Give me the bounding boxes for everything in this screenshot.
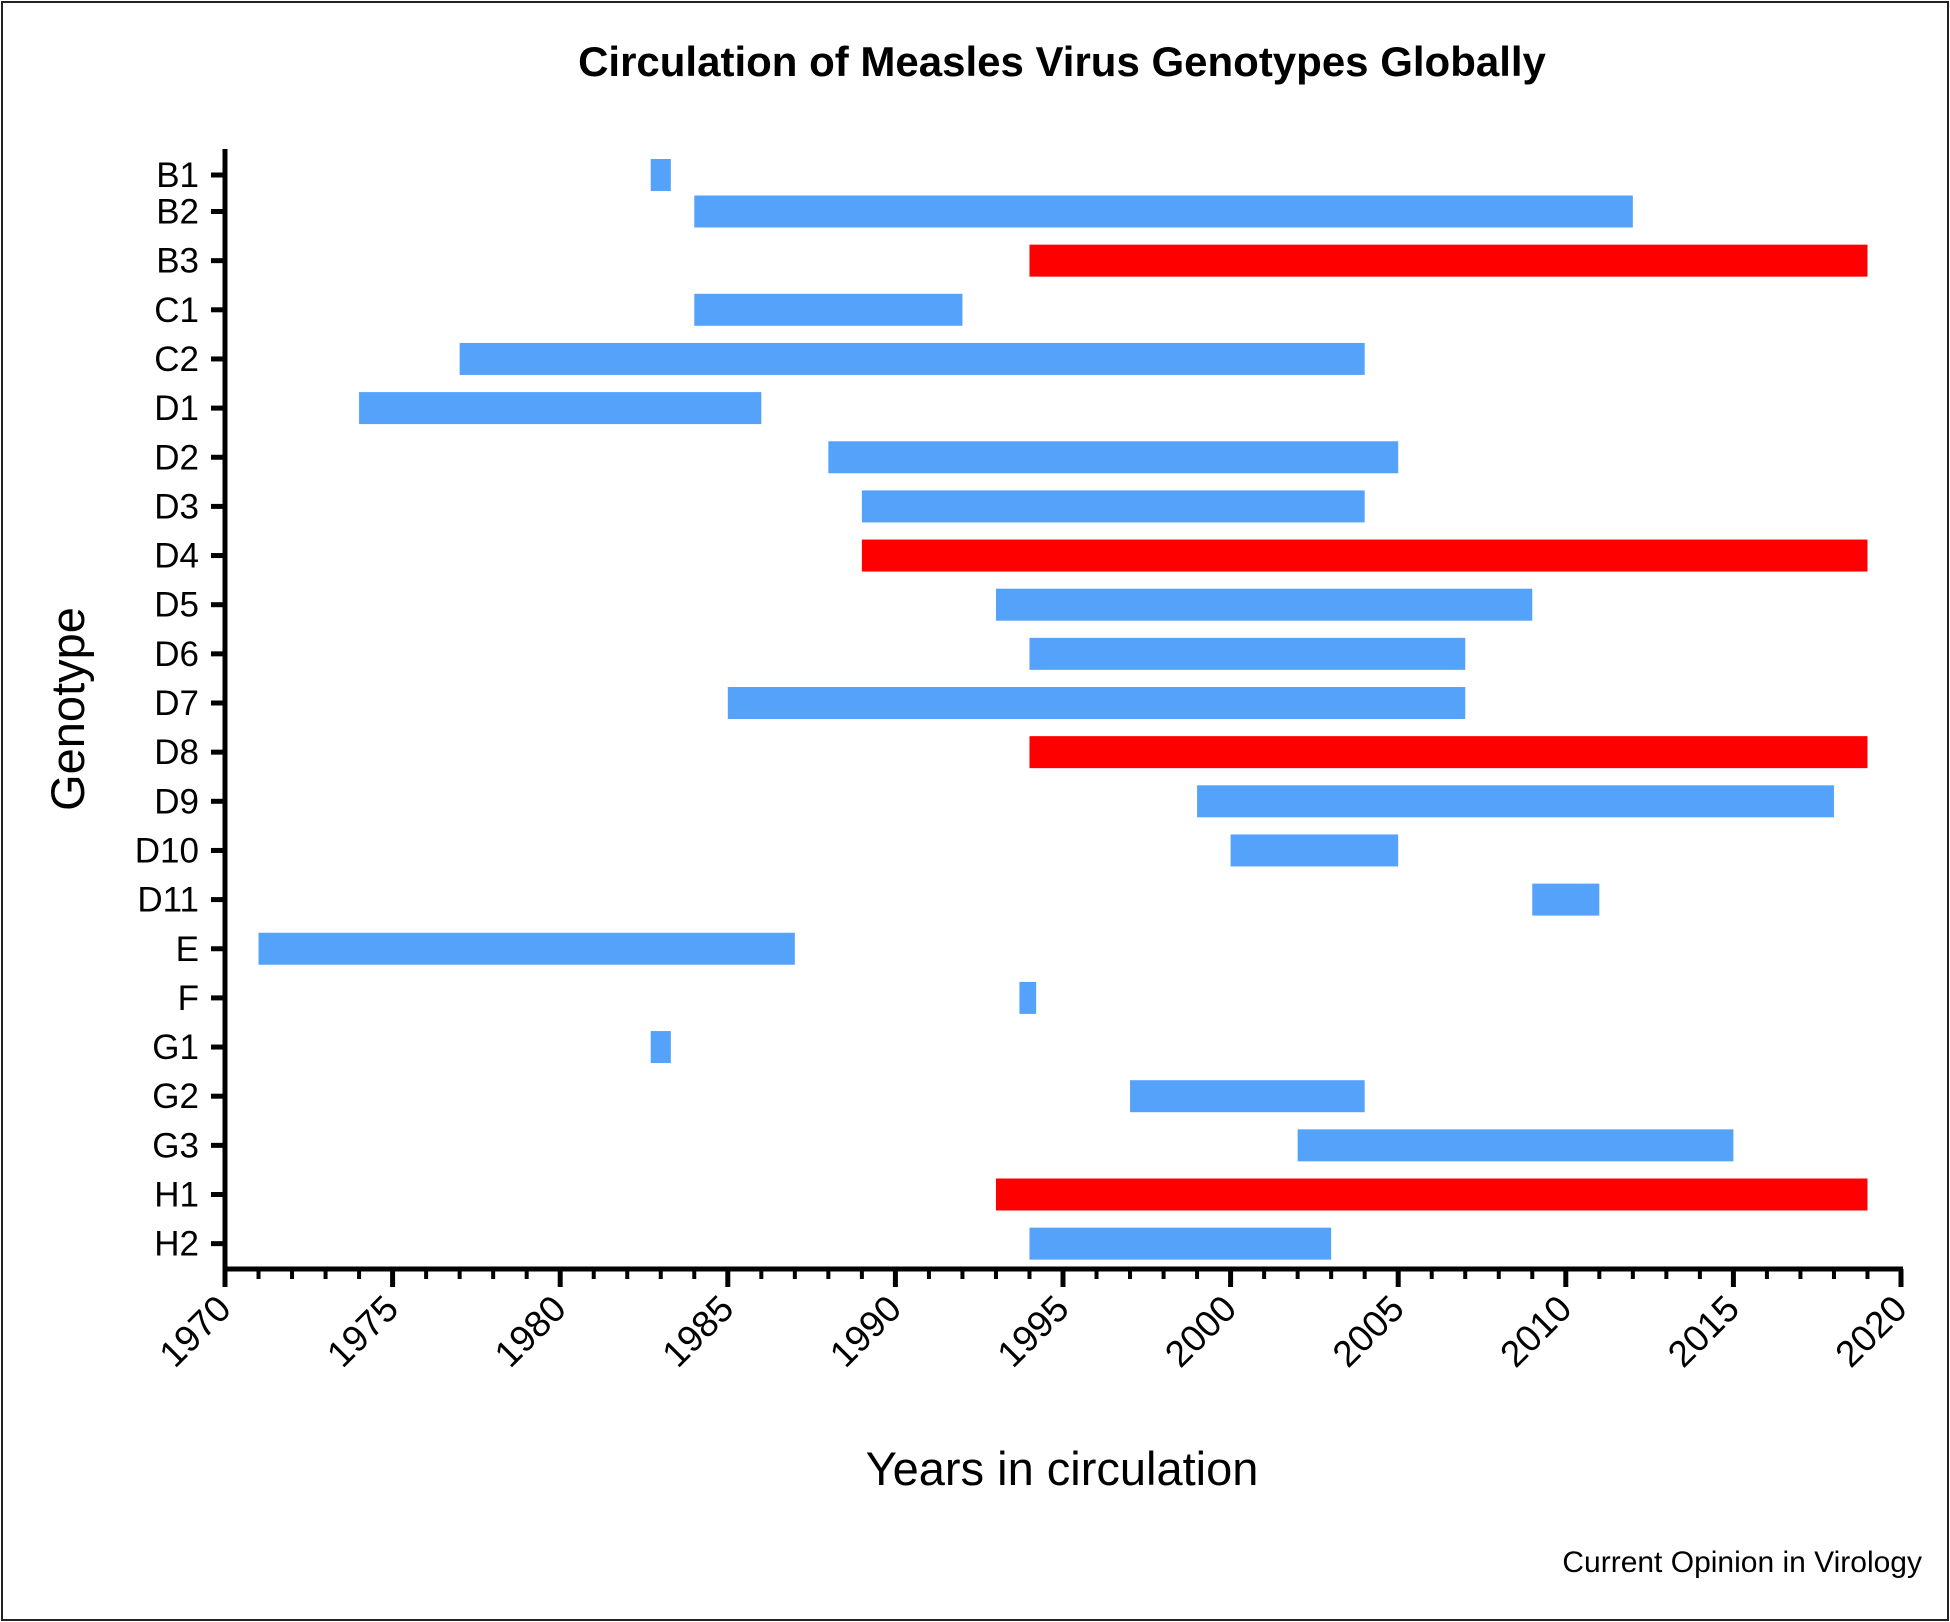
y-tick-label: D2 bbox=[154, 438, 199, 477]
bar-G2 bbox=[1130, 1080, 1365, 1113]
x-tick-label: 1975 bbox=[319, 1288, 406, 1375]
y-tick-label: B1 bbox=[156, 156, 199, 195]
x-tick-label: 2000 bbox=[1157, 1288, 1244, 1375]
bar-G3 bbox=[1297, 1129, 1734, 1162]
bar-D11 bbox=[1532, 883, 1600, 916]
y-tick-label: H2 bbox=[154, 1225, 199, 1264]
y-tick-label: B2 bbox=[156, 193, 199, 232]
x-tick-label: 1990 bbox=[822, 1288, 909, 1375]
bar-F bbox=[1019, 981, 1037, 1014]
x-axis-title: Years in circulation bbox=[866, 1442, 1259, 1495]
x-tick-label: 2015 bbox=[1660, 1288, 1747, 1375]
y-tick-label: G1 bbox=[152, 1028, 199, 1067]
y-tick-label: D9 bbox=[154, 782, 199, 821]
bar-B1 bbox=[650, 159, 671, 191]
y-tick-label: G3 bbox=[152, 1126, 199, 1165]
y-tick-label: C2 bbox=[154, 340, 199, 379]
y-tick-label: D1 bbox=[154, 389, 199, 428]
bar-D10 bbox=[1230, 834, 1399, 867]
y-tick-label: D4 bbox=[154, 537, 199, 576]
x-tick-label: 2005 bbox=[1325, 1288, 1412, 1375]
y-tick-label: D6 bbox=[154, 635, 199, 674]
y-tick-label: D11 bbox=[137, 881, 199, 920]
y-axis-title: Genotype bbox=[41, 607, 94, 811]
bar-B3 bbox=[1029, 244, 1868, 277]
y-tick-label: C1 bbox=[154, 291, 199, 330]
y-tick-label: H1 bbox=[154, 1176, 199, 1215]
bar-D7 bbox=[727, 687, 1466, 719]
y-tick-label: G2 bbox=[152, 1077, 199, 1116]
y-tick-label: B3 bbox=[156, 242, 199, 281]
bar-G1 bbox=[650, 1031, 671, 1064]
y-tick-label: D7 bbox=[154, 684, 199, 723]
bar-D5 bbox=[995, 588, 1533, 621]
chart-title: Circulation of Measles Virus Genotypes G… bbox=[578, 38, 1546, 85]
x-tick-label: 1980 bbox=[487, 1288, 574, 1375]
y-tick-label: E bbox=[176, 930, 199, 969]
y-tick-label: D10 bbox=[135, 831, 199, 870]
bar-H1 bbox=[995, 1178, 1868, 1211]
x-tick-label: 2020 bbox=[1827, 1288, 1914, 1375]
bar-D2 bbox=[828, 441, 1399, 474]
bar-H2 bbox=[1029, 1227, 1332, 1260]
x-tick-label: 2010 bbox=[1492, 1288, 1579, 1375]
bar-D8 bbox=[1029, 736, 1868, 769]
bar-D4 bbox=[861, 539, 1868, 572]
y-tick-label: D5 bbox=[154, 586, 199, 625]
y-tick-label: D3 bbox=[154, 487, 199, 526]
x-tick-label: 1995 bbox=[989, 1288, 1076, 1375]
bar-D6 bbox=[1029, 637, 1466, 670]
bar-E bbox=[258, 932, 795, 965]
bar-B2 bbox=[694, 195, 1633, 228]
x-tick-label: 1985 bbox=[654, 1288, 741, 1375]
bar-C1 bbox=[694, 293, 963, 326]
bar-C2 bbox=[459, 342, 1365, 375]
y-tick-label: F bbox=[178, 979, 199, 1018]
bar-D3 bbox=[861, 490, 1365, 523]
bar-D1 bbox=[359, 392, 762, 425]
y-tick-label: D8 bbox=[154, 733, 199, 772]
credit-text: Current Opinion in Virology bbox=[1562, 1546, 1922, 1579]
x-tick-label: 1970 bbox=[151, 1288, 238, 1375]
bar-D9 bbox=[1197, 785, 1834, 818]
